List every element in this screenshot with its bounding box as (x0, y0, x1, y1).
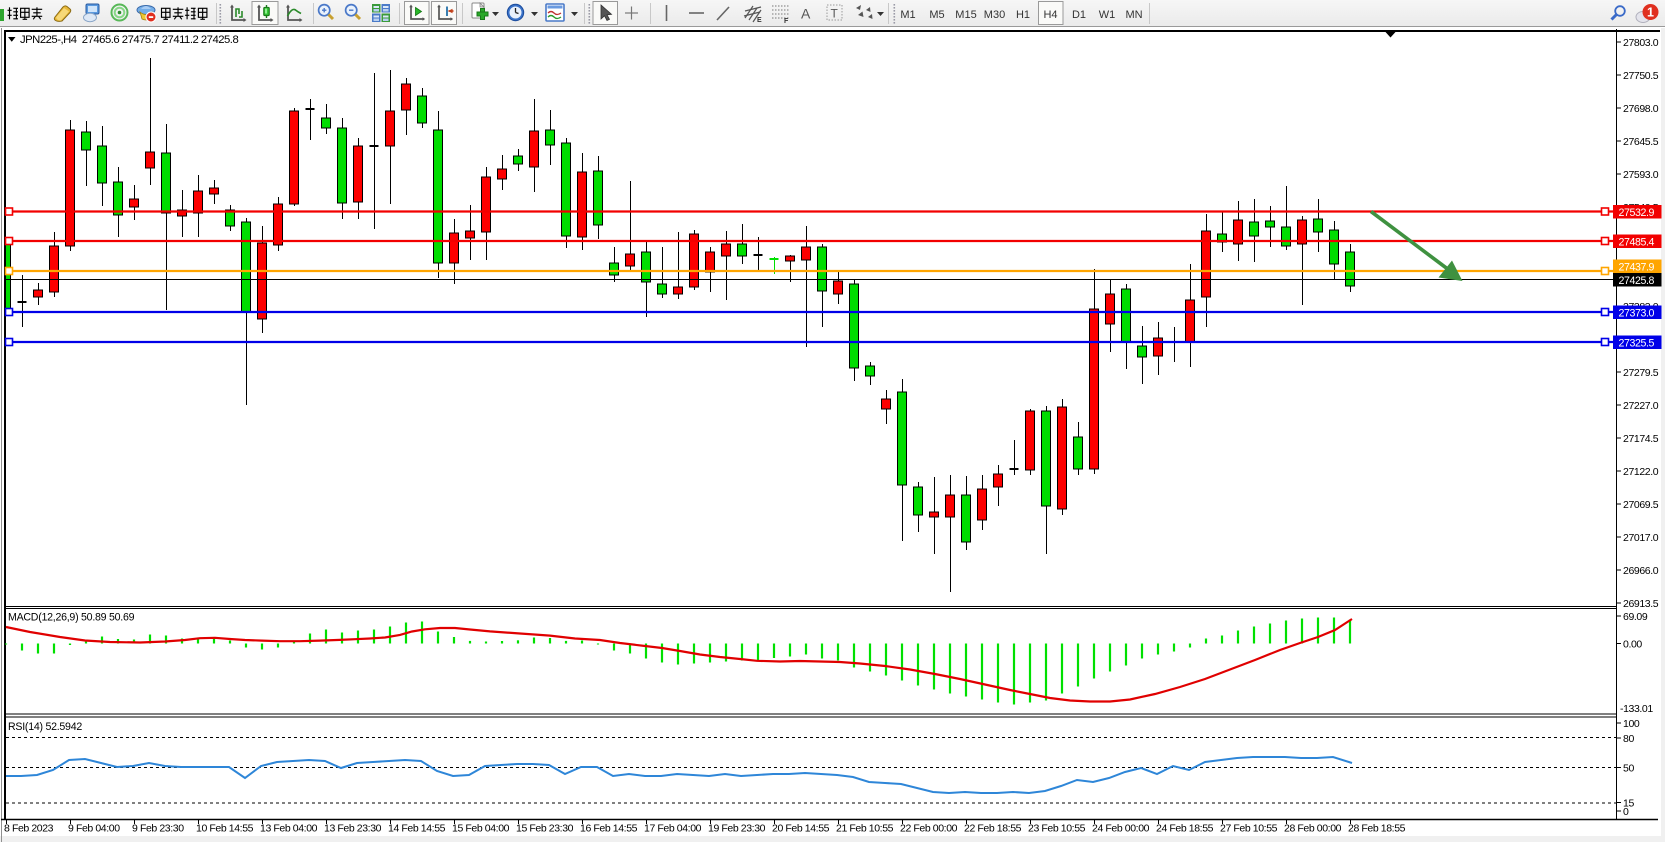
svg-text:20 Feb 14:55: 20 Feb 14:55 (772, 823, 830, 835)
svg-text:M30: M30 (984, 9, 1005, 21)
svg-text:M15: M15 (955, 9, 976, 21)
svg-text:15 Feb 04:00: 15 Feb 04:00 (452, 823, 510, 835)
svg-text:27069.5: 27069.5 (1623, 499, 1659, 511)
svg-text:H1: H1 (1016, 9, 1030, 21)
svg-text:F: F (784, 18, 789, 25)
svg-text:9 Feb 23:30: 9 Feb 23:30 (132, 823, 184, 835)
svg-text:22 Feb 18:55: 22 Feb 18:55 (964, 823, 1022, 835)
svg-text:27532.9: 27532.9 (1619, 207, 1655, 219)
svg-text:27227.0: 27227.0 (1623, 400, 1659, 412)
svg-text:27325.5: 27325.5 (1619, 337, 1655, 349)
svg-text:27122.0: 27122.0 (1623, 466, 1659, 478)
svg-text:27698.0: 27698.0 (1623, 103, 1659, 115)
svg-text:27425.8: 27425.8 (1619, 275, 1655, 287)
svg-text:8 Feb 2023: 8 Feb 2023 (4, 823, 54, 835)
svg-text:80: 80 (1623, 733, 1634, 745)
svg-text:28 Feb 18:55: 28 Feb 18:55 (1348, 823, 1406, 835)
svg-text:15 Feb 23:30: 15 Feb 23:30 (516, 823, 574, 835)
svg-text:16 Feb 14:55: 16 Feb 14:55 (580, 823, 638, 835)
svg-text:A: A (801, 6, 811, 22)
svg-text:1: 1 (1647, 6, 1654, 20)
svg-text:22 Feb 00:00: 22 Feb 00:00 (900, 823, 958, 835)
svg-text:27 Feb 10:55: 27 Feb 10:55 (1220, 823, 1278, 835)
svg-text:M1: M1 (900, 9, 915, 21)
svg-text:13 Feb 23:30: 13 Feb 23:30 (324, 823, 382, 835)
svg-text:MACD(12,26,9) 50.89 50.69: MACD(12,26,9) 50.89 50.69 (8, 612, 135, 624)
svg-text:T: T (831, 7, 839, 21)
svg-text:W1: W1 (1099, 9, 1116, 21)
svg-text:26966.0: 26966.0 (1623, 565, 1659, 577)
svg-text:27485.4: 27485.4 (1619, 236, 1655, 248)
svg-text:27373.0: 27373.0 (1619, 307, 1655, 319)
svg-text:26913.5: 26913.5 (1623, 598, 1659, 610)
svg-text:RSI(14) 52.5942: RSI(14) 52.5942 (8, 721, 82, 733)
svg-text:14 Feb 14:55: 14 Feb 14:55 (388, 823, 446, 835)
svg-text:100: 100 (1623, 718, 1640, 730)
svg-text:69.09: 69.09 (1623, 611, 1648, 623)
svg-text:15: 15 (1623, 798, 1634, 810)
svg-text:D1: D1 (1072, 9, 1086, 21)
svg-text:M5: M5 (929, 9, 944, 21)
svg-text:27017.0: 27017.0 (1623, 532, 1659, 544)
svg-text:-133.01: -133.01 (1620, 703, 1653, 715)
svg-text:E: E (757, 17, 762, 24)
svg-text:H4: H4 (1043, 9, 1057, 21)
svg-text:0: 0 (1623, 806, 1629, 818)
svg-text:17 Feb 04:00: 17 Feb 04:00 (644, 823, 702, 835)
svg-text:21 Feb 10:55: 21 Feb 10:55 (836, 823, 894, 835)
svg-text:9 Feb 04:00: 9 Feb 04:00 (68, 823, 120, 835)
svg-text:27803.0: 27803.0 (1623, 37, 1659, 49)
svg-text:27750.5: 27750.5 (1623, 70, 1659, 82)
svg-text:13 Feb 04:00: 13 Feb 04:00 (260, 823, 318, 835)
svg-text:24 Feb 00:00: 24 Feb 00:00 (1092, 823, 1150, 835)
svg-text:27593.0: 27593.0 (1623, 169, 1659, 181)
svg-text:27437.9: 27437.9 (1619, 261, 1655, 273)
svg-text:28 Feb 00:00: 28 Feb 00:00 (1284, 823, 1342, 835)
svg-text:27174.5: 27174.5 (1623, 433, 1659, 445)
svg-text:JPN225-,H4 27465.6 27475.7 27: JPN225-,H4 27465.6 27475.7 27411.2 27425… (20, 34, 238, 46)
svg-text:27279.5: 27279.5 (1623, 367, 1659, 379)
svg-text:10 Feb 14:55: 10 Feb 14:55 (196, 823, 254, 835)
svg-text:0.00: 0.00 (1623, 639, 1642, 651)
svg-text:MN: MN (1125, 9, 1142, 21)
svg-text:24 Feb 18:55: 24 Feb 18:55 (1156, 823, 1214, 835)
svg-text:27645.5: 27645.5 (1623, 136, 1659, 148)
svg-text:23 Feb 10:55: 23 Feb 10:55 (1028, 823, 1086, 835)
svg-text:19 Feb 23:30: 19 Feb 23:30 (708, 823, 766, 835)
svg-text:50: 50 (1623, 763, 1634, 775)
